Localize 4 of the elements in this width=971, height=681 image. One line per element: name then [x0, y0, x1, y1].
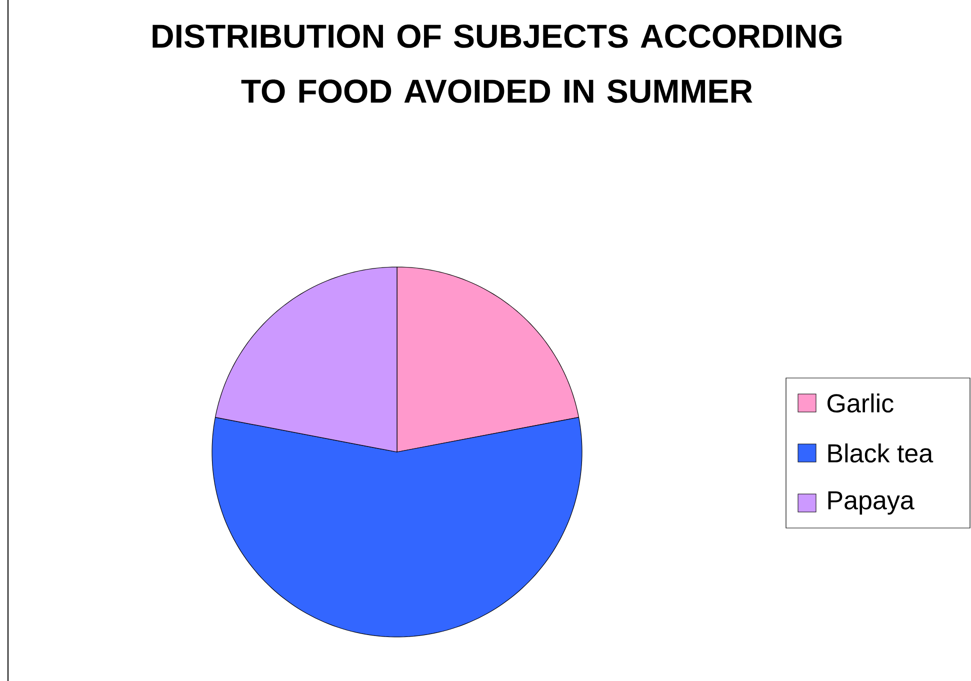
legend-label: Garlic: [828, 393, 894, 413]
chart-title: DISTRIBUTION OF SUBJECTS ACCORDING TO FOOD AVOIDED IN SUMMER: [152, 24, 842, 103]
legend-label: Black tea: [828, 443, 934, 463]
legend-label: Papaya: [828, 491, 914, 515]
